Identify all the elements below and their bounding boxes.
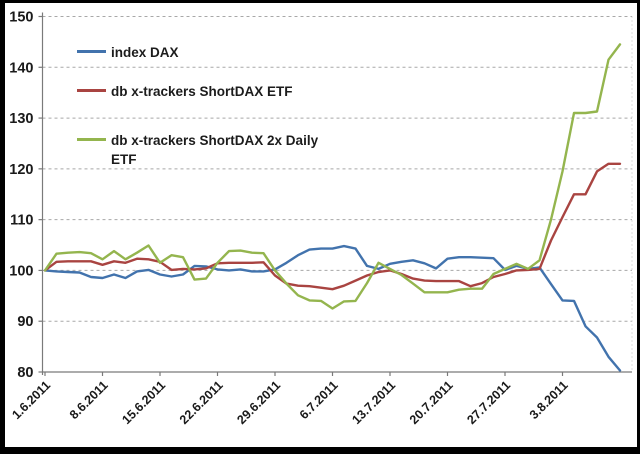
legend-label: index DAX bbox=[111, 45, 179, 60]
svg-text:20.7.2011: 20.7.2011 bbox=[407, 378, 456, 427]
svg-text:150: 150 bbox=[9, 10, 33, 26]
svg-text:8.6.2011: 8.6.2011 bbox=[67, 378, 111, 422]
svg-text:110: 110 bbox=[10, 213, 33, 229]
svg-text:140: 140 bbox=[9, 60, 33, 76]
svg-text:13.7.2011: 13.7.2011 bbox=[349, 378, 398, 427]
svg-text:80: 80 bbox=[17, 365, 33, 381]
legend-swatch-blue-line bbox=[77, 50, 106, 53]
svg-text:100: 100 bbox=[9, 263, 33, 279]
legend-label: db x-trackers ShortDAX ETF bbox=[111, 84, 293, 99]
svg-text:3.8.2011: 3.8.2011 bbox=[527, 378, 571, 422]
legend-swatch-green-line bbox=[77, 138, 106, 141]
svg-text:1.6.2011: 1.6.2011 bbox=[9, 378, 53, 422]
svg-text:120: 120 bbox=[9, 162, 33, 178]
svg-text:6.7.2011: 6.7.2011 bbox=[297, 378, 341, 422]
svg-text:130: 130 bbox=[9, 111, 33, 127]
svg-text:22.6.2011: 22.6.2011 bbox=[177, 378, 226, 427]
legend-item-shortdax-2x-etf: db x-trackers ShortDAX 2x Daily ETF bbox=[77, 131, 339, 169]
svg-text:29.6.2011: 29.6.2011 bbox=[234, 378, 283, 427]
legend-label: db x-trackers ShortDAX 2x Daily ETF bbox=[111, 133, 319, 167]
legend-item-shortdax-etf: db x-trackers ShortDAX ETF bbox=[77, 82, 293, 101]
line-chart-plot: 80 90 100 110 120 130 140 150 1.6.2011 8.6.2011 15… bbox=[9, 10, 633, 427]
legend-swatch-red-line bbox=[77, 89, 106, 92]
legend-item-index-dax: index DAX bbox=[77, 43, 179, 62]
svg-text:15.6.2011: 15.6.2011 bbox=[119, 378, 168, 427]
chart-area: 80 90 100 110 120 130 140 150 1.6.2011 8.6.2011 15… bbox=[5, 3, 637, 447]
svg-text:90: 90 bbox=[17, 314, 33, 330]
svg-text:27.7.2011: 27.7.2011 bbox=[464, 378, 513, 427]
